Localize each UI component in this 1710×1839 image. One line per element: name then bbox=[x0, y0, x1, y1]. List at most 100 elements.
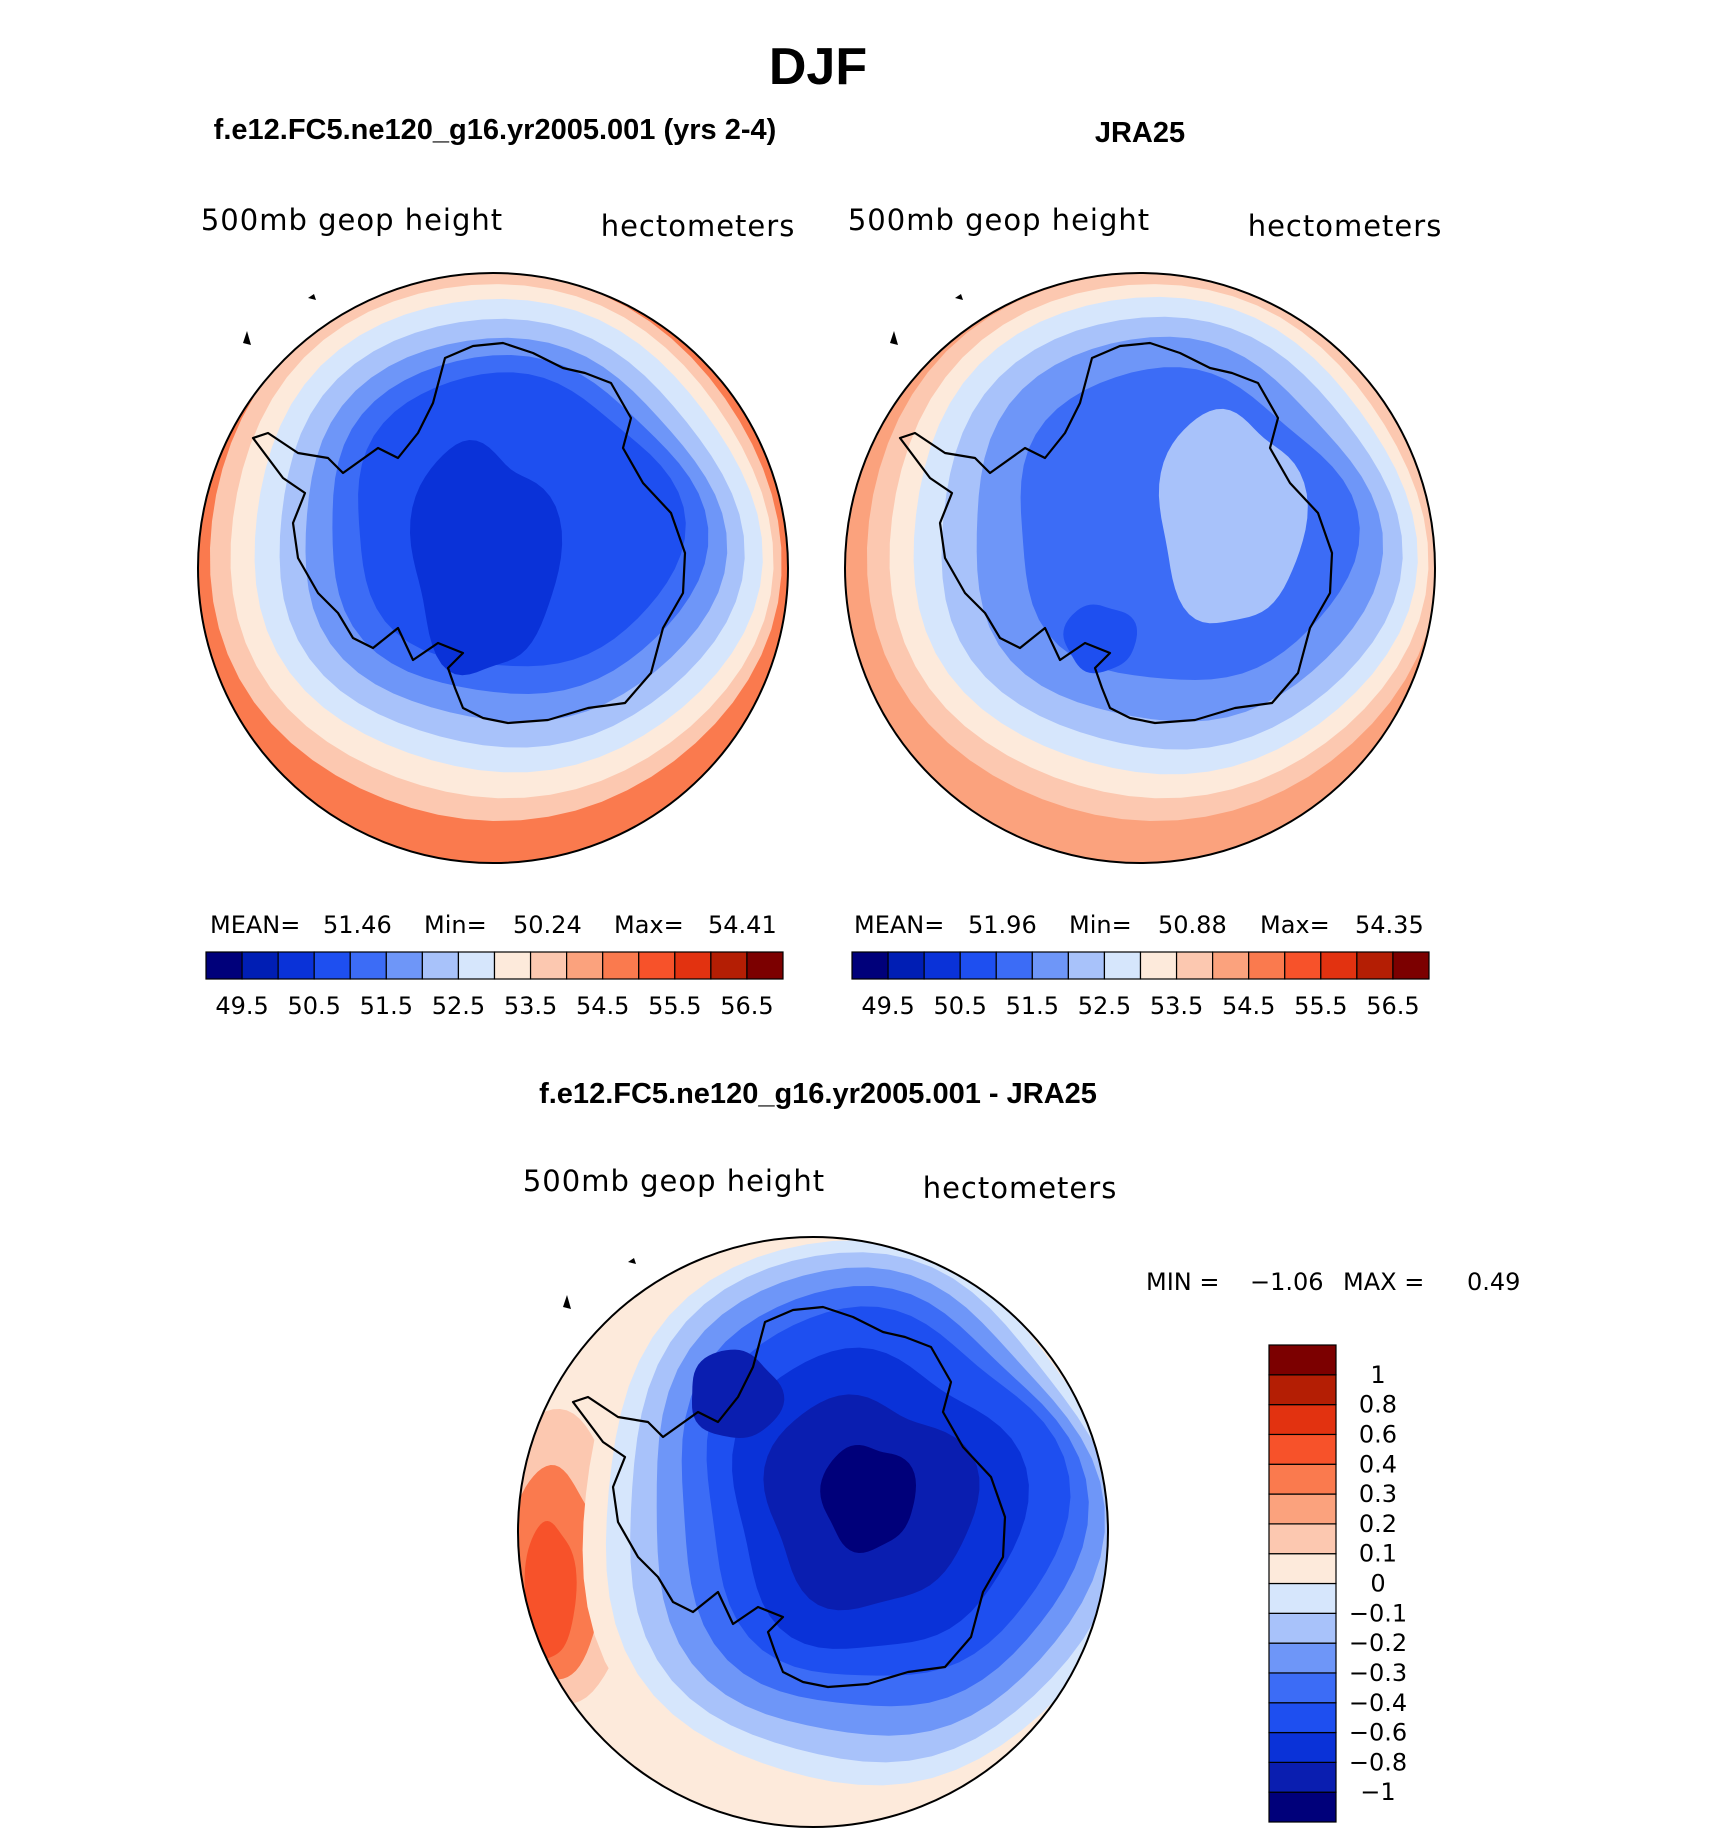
colorbar-swatch bbox=[1268, 1553, 1337, 1585]
colorbar-swatch bbox=[1268, 1523, 1337, 1555]
colorbar-swatch bbox=[1212, 951, 1250, 980]
colorbar-swatch bbox=[1248, 951, 1286, 980]
colorbar-tick-label: −0.1 bbox=[1349, 1599, 1407, 1627]
panel-diff-colorbar bbox=[1268, 1344, 1337, 1823]
colorbar-tick-label: −0.6 bbox=[1349, 1719, 1407, 1747]
colorbar-tick-label: −0.4 bbox=[1349, 1689, 1407, 1717]
colorbar-tick-label: 0.2 bbox=[1359, 1510, 1397, 1538]
colorbar-tick-label: 54.5 bbox=[1222, 992, 1275, 1020]
contour-band bbox=[1158, 408, 1308, 624]
coastline-island bbox=[243, 331, 251, 345]
colorbar-tick-label: −0.2 bbox=[1349, 1629, 1407, 1657]
colorbar-tick-label: 50.5 bbox=[287, 992, 340, 1020]
colorbar-swatch bbox=[1139, 951, 1178, 980]
colorbar-tick-label: 53.5 bbox=[1150, 992, 1203, 1020]
panel-obs-left-label: 500mb geop height bbox=[848, 203, 1150, 237]
panel-model-title: f.e12.FC5.ne120_g16.yr2005.001 (yrs 2-4) bbox=[214, 114, 777, 146]
colorbar-tick-label: 52.5 bbox=[432, 992, 485, 1020]
colorbar-swatch bbox=[710, 951, 748, 980]
panel-obs-stats: MEAN= 51.96 Min= 50.88 Max= 54.35 bbox=[854, 911, 1424, 939]
contour-band bbox=[820, 1445, 916, 1553]
colorbar-swatch bbox=[529, 951, 568, 980]
panel-obs-map-border bbox=[844, 272, 1436, 864]
panel-model-colorbar-labels: 49.5 50.5 51.5 52.5 53.5 54.5 55.5 56.5 bbox=[215, 992, 773, 1020]
colorbar-swatch bbox=[923, 951, 961, 980]
panel-diff: f.e12.FC5.ne120_g16.yr2005.001 - JRA25 5… bbox=[517, 1078, 1520, 1828]
colorbar-swatch bbox=[1268, 1791, 1337, 1823]
panel-model-coastline bbox=[243, 294, 687, 725]
colorbar-tick-label: 1 bbox=[1370, 1361, 1385, 1389]
contour-band bbox=[692, 1349, 785, 1438]
colorbar-tick-label: 0.6 bbox=[1359, 1420, 1397, 1448]
colorbar-swatch bbox=[1268, 1702, 1337, 1734]
colorbar-swatch bbox=[241, 951, 279, 980]
colorbar-swatch bbox=[1067, 951, 1106, 980]
coastline-island bbox=[955, 294, 963, 300]
panel-model-colorbar bbox=[205, 951, 784, 980]
colorbar-swatch bbox=[851, 951, 889, 980]
colorbar-swatch bbox=[349, 951, 387, 980]
colorbar-swatch bbox=[1268, 1404, 1337, 1436]
colorbar-swatch bbox=[313, 951, 351, 980]
panel-model-right-label: hectometers bbox=[601, 209, 796, 243]
colorbar-tick-label: 0.1 bbox=[1359, 1540, 1397, 1568]
panel-model-mean-label: MEAN= bbox=[210, 911, 300, 939]
colorbar-swatch bbox=[1268, 1374, 1337, 1406]
panel-diff-map bbox=[518, 1237, 1108, 1827]
panel-model-stats: MEAN= 51.46 Min= 50.24 Max= 54.41 bbox=[210, 911, 777, 939]
panel-model-max-label: Max= bbox=[614, 911, 684, 939]
colorbar-swatch bbox=[1268, 1672, 1337, 1704]
panel-obs: JRA25 500mb geop height hectometers MEAN… bbox=[844, 117, 1443, 1020]
colorbar-swatch bbox=[1320, 951, 1358, 980]
panel-diff-min-value: −1.06 bbox=[1250, 1268, 1324, 1296]
colorbar-tick-label: −0.3 bbox=[1349, 1659, 1407, 1687]
panel-diff-colorbar-labels: 10.80.60.40.30.20.10−0.1−0.2−0.3−0.4−0.6… bbox=[1349, 1361, 1407, 1806]
coastline-island bbox=[890, 331, 898, 345]
colorbar-swatch bbox=[1268, 1761, 1337, 1793]
panel-obs-max-label: Max= bbox=[1260, 911, 1330, 939]
panel-diff-min-label: MIN = bbox=[1146, 1268, 1219, 1296]
coastline-island bbox=[308, 294, 316, 300]
coastline-antarctica bbox=[571, 1305, 1007, 1689]
colorbar-swatch bbox=[493, 951, 532, 980]
colorbar-tick-label: 56.5 bbox=[1366, 992, 1419, 1020]
colorbar-tick-label: 53.5 bbox=[504, 992, 557, 1020]
colorbar-swatch bbox=[1392, 951, 1430, 980]
coastline-island bbox=[563, 1295, 571, 1309]
colorbar-swatch bbox=[959, 951, 997, 980]
colorbar-tick-label: 52.5 bbox=[1078, 992, 1131, 1020]
colorbar-swatch bbox=[421, 951, 460, 980]
panel-obs-right-label: hectometers bbox=[1248, 209, 1443, 243]
contour-band bbox=[410, 440, 563, 676]
contour-band bbox=[524, 1521, 577, 1659]
colorbar-swatch bbox=[566, 951, 604, 980]
colorbar-swatch bbox=[1268, 1642, 1337, 1674]
panel-model-mean-value: 51.46 bbox=[323, 911, 392, 939]
colorbar-swatch bbox=[746, 951, 784, 980]
colorbar-tick-label: 0.8 bbox=[1359, 1391, 1397, 1419]
panel-diff-title: f.e12.FC5.ne120_g16.yr2005.001 - JRA25 bbox=[539, 1078, 1097, 1110]
panel-model-left-label: 500mb geop height bbox=[201, 203, 503, 237]
panel-diff-stats: MIN = −1.06 MAX = 0.49 bbox=[1146, 1268, 1520, 1296]
coastline-antarctica bbox=[898, 341, 1334, 725]
colorbar-swatch bbox=[638, 951, 676, 980]
panel-obs-min-value: 50.88 bbox=[1158, 911, 1227, 939]
colorbar-swatch bbox=[1268, 1493, 1337, 1525]
panel-model-min-label: Min= bbox=[424, 911, 487, 939]
panel-obs-title: JRA25 bbox=[1095, 117, 1185, 149]
colorbar-tick-label: 51.5 bbox=[1006, 992, 1059, 1020]
colorbar-tick-label: −1 bbox=[1360, 1778, 1395, 1806]
panel-diff-right-label: hectometers bbox=[923, 1171, 1118, 1205]
panel-diff-max-label: MAX = bbox=[1343, 1268, 1424, 1296]
coastline-island bbox=[628, 1258, 636, 1264]
colorbar-tick-label: 56.5 bbox=[720, 992, 773, 1020]
colorbar-swatch bbox=[995, 951, 1033, 980]
panel-diff-left-label: 500mb geop height bbox=[523, 1164, 825, 1198]
panel-model-max-value: 54.41 bbox=[708, 911, 777, 939]
colorbar-tick-label: 55.5 bbox=[648, 992, 701, 1020]
colorbar-swatch bbox=[1268, 1582, 1337, 1614]
colorbar-tick-label: 50.5 bbox=[933, 992, 986, 1020]
panel-diff-coastline bbox=[563, 1258, 1007, 1689]
panel-obs-min-label: Min= bbox=[1069, 911, 1132, 939]
colorbar-swatch bbox=[277, 951, 315, 980]
